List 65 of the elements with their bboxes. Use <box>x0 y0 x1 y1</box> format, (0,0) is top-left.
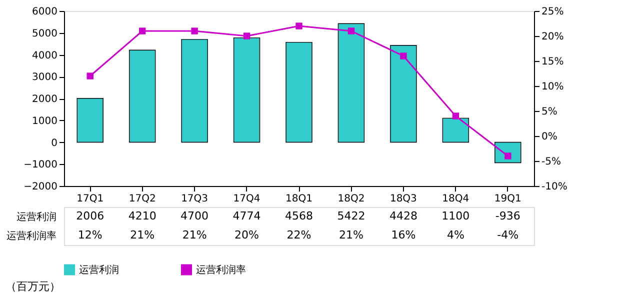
bar <box>76 98 104 143</box>
data-label: 2006 <box>76 210 104 222</box>
data-label: 5422 <box>337 210 366 222</box>
bar <box>286 42 312 143</box>
point <box>400 52 407 60</box>
y2-tick-label: 0% <box>542 132 558 142</box>
x-tick-label: 18Q4 <box>442 194 470 204</box>
y2-tick-label: 25% <box>542 6 564 18</box>
y2-tick-label: 15% <box>542 56 564 68</box>
data-label: 20% <box>234 228 260 242</box>
data-label: 4428 <box>389 210 418 222</box>
x-tick-label: 19Q1 <box>494 194 522 204</box>
point <box>138 28 146 34</box>
y2-tick-label: -5% <box>542 156 561 168</box>
point <box>191 28 198 34</box>
data-label: 21% <box>130 228 155 242</box>
data-label: 21% <box>338 228 364 242</box>
x-tick-label: 17Q3 <box>181 194 208 204</box>
x-tick-label: 17Q2 <box>128 194 156 204</box>
x-tick-label: 18Q1 <box>286 194 312 204</box>
text: 运营利润率 <box>6 231 56 242</box>
y-tick-label: 1000 <box>32 116 58 127</box>
data-label: 4% <box>446 228 464 242</box>
y-tick-label: 2000 <box>32 94 58 105</box>
y-tick-label: 5000 <box>32 28 58 40</box>
y-tick-label: 0 <box>51 138 58 149</box>
y-tick-label: 3000 <box>32 72 58 84</box>
data-label: 4774 <box>232 210 261 222</box>
data-label: 21% <box>182 228 207 242</box>
data-label: 12% <box>78 228 102 242</box>
bar <box>338 23 365 143</box>
y2-tick-label: -10% <box>542 182 568 192</box>
bar <box>390 45 417 143</box>
y-tick-label: 6000 <box>32 6 58 18</box>
point <box>296 22 302 30</box>
x-tick-label: 18Q3 <box>390 194 417 204</box>
bar <box>181 39 208 143</box>
data-label: 4700 <box>180 210 209 222</box>
x-tick-label: 18Q2 <box>338 194 365 204</box>
x-tick-label: 17Q4 <box>233 194 260 204</box>
y-tick-label: 4000 <box>32 50 58 62</box>
point <box>348 28 355 34</box>
y2-tick-label: 10% <box>542 82 564 92</box>
y-tick-label: −2000 <box>24 182 58 192</box>
data-label: 22% <box>286 228 312 242</box>
data-label: 4210 <box>128 210 156 222</box>
data-label: -936 <box>495 210 520 222</box>
point <box>452 112 460 120</box>
x-tick-label: 17Q1 <box>76 194 104 204</box>
text: （百万元） <box>6 280 60 293</box>
bar <box>442 118 470 143</box>
data-label: -4% <box>497 228 519 242</box>
point <box>243 32 250 40</box>
y-tick-label: −1000 <box>24 160 58 171</box>
y2-tick-label: 20% <box>542 32 564 42</box>
bar <box>233 37 260 143</box>
bar <box>128 50 156 143</box>
legend-label: 运营利润 <box>79 264 119 276</box>
data-label: 4568 <box>285 210 313 222</box>
point <box>86 72 94 80</box>
legend-label: 运营利润率 <box>196 264 246 276</box>
data-label: 16% <box>391 228 416 242</box>
text: 运营利润 <box>16 212 56 223</box>
y2-tick-label: 5% <box>542 106 558 118</box>
data-label: 1100 <box>442 210 470 222</box>
